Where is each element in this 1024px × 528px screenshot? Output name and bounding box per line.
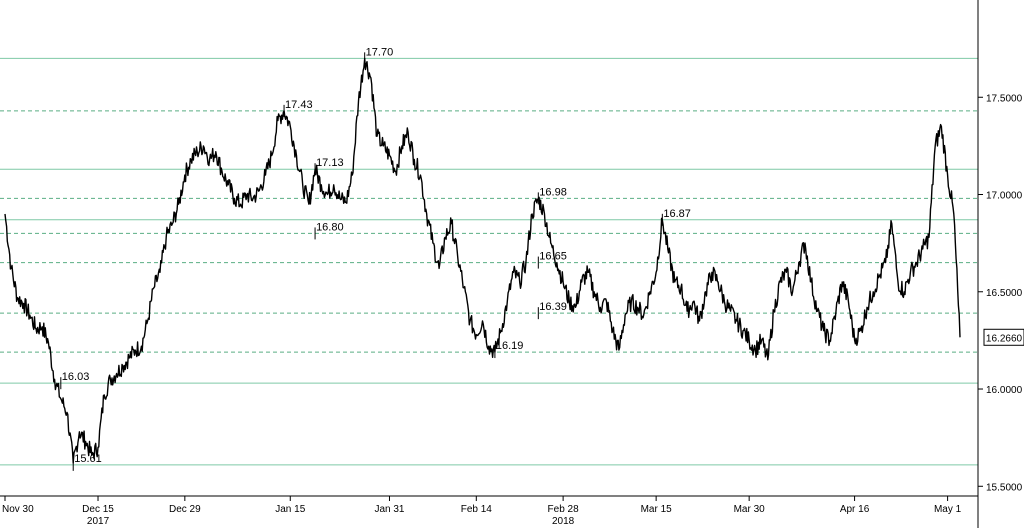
annotations-group: 17.70 17.43 17.13 16.80 16.98 16.65 16.39 16.19…: [60, 46, 691, 471]
x-tick-label: Jan 31: [374, 504, 404, 515]
annotation-15-61: 15.61: [72, 453, 102, 471]
annotation-17-13: 17.13: [314, 157, 344, 176]
x-tick-label: Apr 16: [840, 504, 870, 515]
x-tick-label: Dec 29: [169, 504, 201, 515]
y-tick-label: 16.0000: [986, 385, 1023, 396]
x-tick-label: Dec 15: [82, 504, 114, 515]
annotation-label: 16.03: [62, 371, 90, 383]
annotation-16-80: 16.80: [314, 221, 344, 240]
y-tick-label: 15.5000: [986, 482, 1023, 493]
x-year-label: 2017: [87, 516, 110, 527]
annotation-label: 16.98: [539, 186, 567, 198]
last-price-box: 16.2660: [983, 328, 1024, 346]
annotation-label: 16.87: [663, 208, 691, 220]
y-tick-label: 16.5000: [986, 288, 1023, 299]
price-series-line: [4, 57, 961, 464]
annotation-label: 17.43: [285, 99, 313, 111]
last-price-box-rect: [983, 328, 1024, 346]
x-tick-label: Nov 30: [2, 504, 34, 515]
x-tick-label: Mar 30: [734, 504, 766, 515]
last-price-label: 16.2660: [986, 333, 1023, 344]
annotation-label: 16.39: [539, 301, 567, 313]
annotation-16-98: 16.98: [537, 186, 567, 205]
annotation-label: 17.70: [366, 46, 394, 58]
x-tick-label: Feb 14: [461, 504, 493, 515]
annotation-label: 17.13: [316, 157, 344, 169]
annotation-label: 16.65: [539, 251, 567, 263]
annotation-label: 15.61: [74, 453, 102, 465]
annotation-17-43: 17.43: [283, 99, 313, 117]
annotation-16-65: 16.65: [537, 251, 567, 269]
y-tick-label: 17.0000: [986, 191, 1023, 202]
annotation-16-87: 16.87: [661, 208, 691, 226]
x-tick-label: May 1: [934, 504, 962, 515]
x-tick-label: Feb 28: [548, 504, 580, 515]
x-tick-label: Mar 15: [641, 504, 673, 515]
annotation-16-39: 16.39: [537, 301, 567, 320]
reference-lines-group: [0, 57, 978, 466]
series-group: [4, 57, 961, 464]
x-tick-label: Jan 15: [275, 504, 305, 515]
annotation-label: 16.19: [496, 340, 524, 352]
annotation-16-03: 16.03: [60, 371, 90, 390]
x-year-label: 2018: [552, 516, 575, 527]
annotation-17-70: 17.70: [364, 46, 394, 65]
annotation-16-19: 16.19: [494, 340, 524, 359]
y-tick-label: 17.5000: [986, 93, 1023, 104]
annotation-label: 16.80: [316, 221, 344, 233]
